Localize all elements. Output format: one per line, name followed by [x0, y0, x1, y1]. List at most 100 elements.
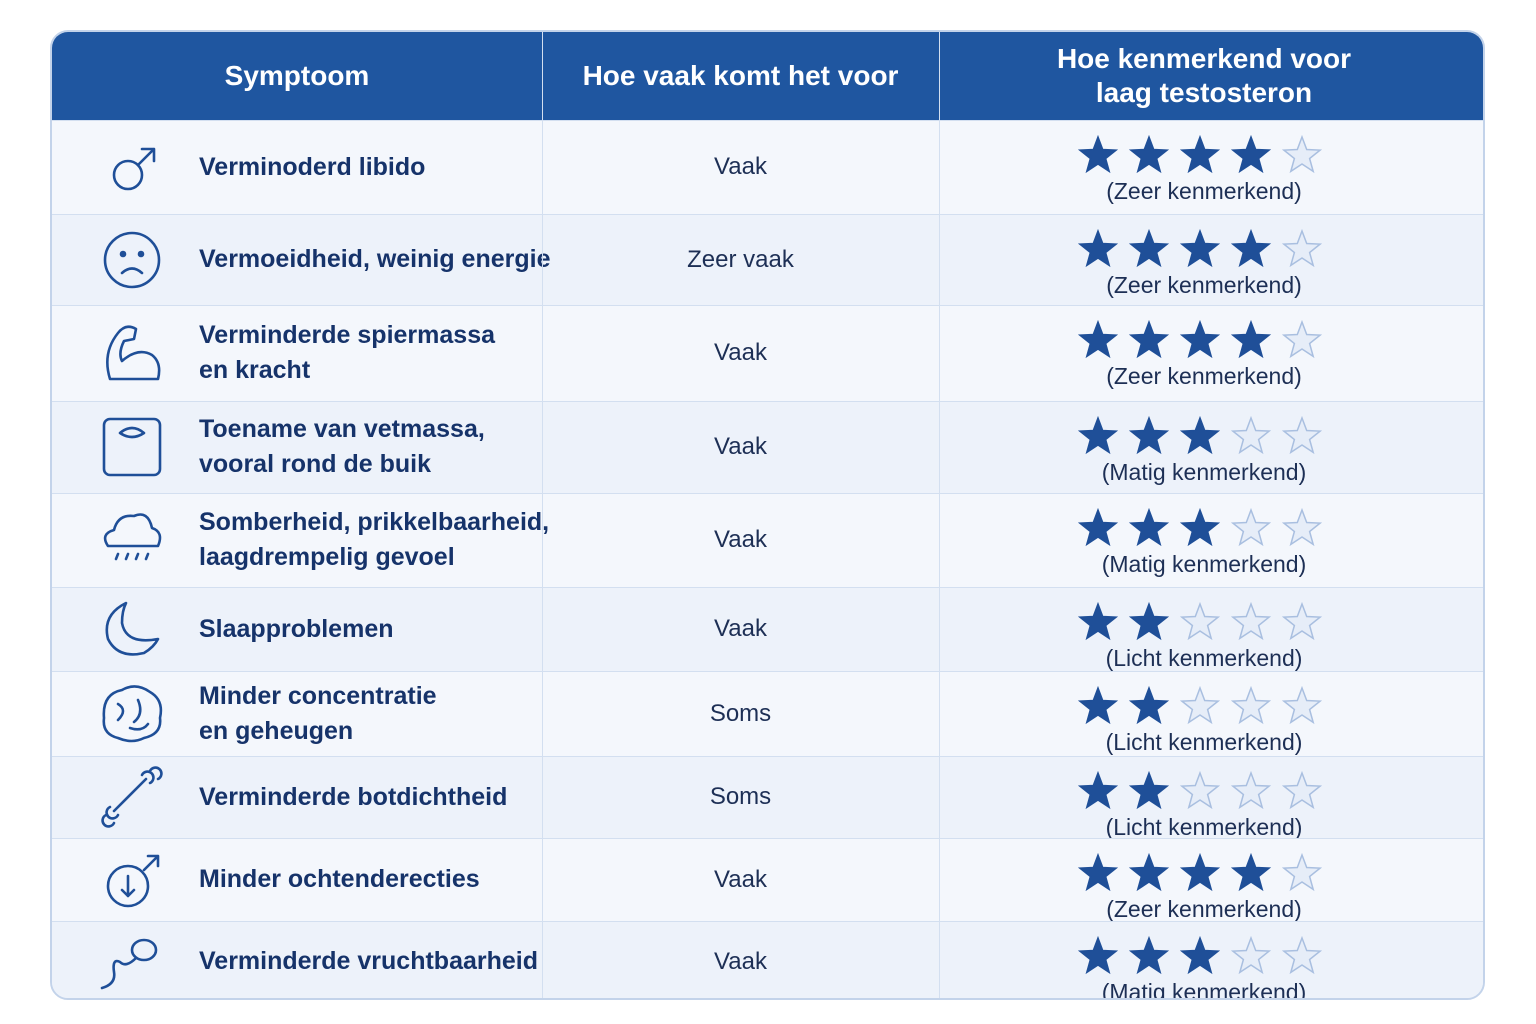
star-empty	[1281, 228, 1323, 268]
star-filled	[1179, 852, 1221, 892]
star-empty	[1230, 935, 1272, 975]
star-empty	[1230, 770, 1272, 810]
rating-label: (Matig kenmerkend)	[1101, 979, 1307, 1000]
frequency: Soms	[709, 783, 772, 810]
symptom-name: Verminderde botdichtheid	[199, 782, 508, 811]
star-filled	[1230, 319, 1272, 359]
star-empty	[1230, 601, 1272, 641]
star-filled	[1077, 685, 1119, 725]
header-symptom: Symptoom	[224, 60, 370, 91]
symptom-name: laagdrempelig gevoel	[199, 543, 455, 571]
frequency: Vaak	[714, 615, 767, 642]
rating-label: (Licht kenmerkend)	[1105, 729, 1303, 755]
star-filled	[1077, 228, 1119, 268]
star-empty	[1179, 685, 1221, 725]
star-filled	[1077, 134, 1119, 174]
star-filled	[1077, 770, 1119, 810]
symptom-name: Vermoeidheid, weinig energie	[199, 245, 551, 273]
rating-label: (Matig kenmerkend)	[1101, 459, 1307, 485]
header-bar	[52, 32, 1483, 120]
star-filled	[1230, 852, 1272, 892]
star-filled	[1128, 601, 1170, 641]
table: Symptoom Hoe vaak komt het voor Hoe kenmer…	[50, 30, 1485, 1000]
star-filled	[1128, 228, 1170, 268]
frequency: Vaak	[714, 947, 767, 975]
frequency: Vaak	[714, 153, 767, 180]
star-filled	[1128, 935, 1170, 975]
star-empty	[1281, 770, 1323, 810]
symptom-icon	[106, 854, 160, 907]
symptom-icon	[102, 684, 163, 742]
star-empty	[1230, 415, 1272, 455]
star-filled	[1128, 507, 1170, 547]
star-rating	[1077, 507, 1323, 547]
frequency: Vaak	[714, 865, 767, 893]
star-filled	[1230, 228, 1272, 268]
symptom-icon	[105, 601, 160, 656]
rating-label: (Licht kenmerkend)	[1105, 645, 1303, 671]
symptom-name: Toename van vetmassa,	[199, 415, 485, 443]
star-empty	[1281, 319, 1323, 359]
symptom-name: Verminderde spiermassa	[199, 321, 495, 349]
star-filled	[1077, 507, 1119, 547]
symptom-name: Minder ochtenderecties	[199, 865, 480, 893]
star-empty	[1281, 852, 1323, 892]
symptom-name: Verminoderd libido	[199, 152, 426, 181]
symptom-name: Somberheid, prikkelbaarheid,	[199, 508, 550, 536]
star-rating	[1077, 685, 1323, 725]
star-empty	[1179, 770, 1221, 810]
star-filled	[1230, 134, 1272, 174]
star-filled	[1077, 852, 1119, 892]
frequency: Vaak	[714, 526, 767, 553]
star-filled	[1077, 415, 1119, 455]
symptom-icon	[103, 513, 162, 561]
star-filled	[1077, 319, 1119, 359]
star-filled	[1179, 507, 1221, 547]
frequency: Zeer vaak	[687, 245, 794, 273]
star-rating	[1077, 134, 1323, 174]
star-filled	[1179, 134, 1221, 174]
star-empty	[1281, 601, 1323, 641]
symptom-name: en kracht	[199, 356, 311, 384]
rating-label: (Zeer kenmerkend)	[1106, 272, 1302, 298]
header-characteristic: laag testosteron	[1095, 77, 1313, 108]
star-rating	[1077, 228, 1323, 268]
star-filled	[1077, 935, 1119, 975]
column-divider	[542, 32, 543, 998]
symptom-name: en geheugen	[199, 716, 354, 745]
star-empty	[1281, 415, 1323, 455]
rating-label: (Matig kenmerkend)	[1101, 551, 1307, 577]
rating-label: (Licht kenmerkend)	[1105, 814, 1303, 840]
column-divider	[939, 32, 940, 998]
star-filled	[1179, 228, 1221, 268]
star-rating	[1077, 770, 1323, 810]
symptom-name: Minder concentratie	[199, 681, 437, 710]
header-frequency: Hoe vaak komt het voor	[582, 60, 899, 91]
star-filled	[1128, 415, 1170, 455]
symptom-name: vooral rond de buik	[199, 450, 431, 478]
star-empty	[1281, 134, 1323, 174]
header-characteristic: Hoe kenmerkend voor	[1056, 43, 1352, 74]
star-filled	[1179, 415, 1221, 455]
star-empty	[1179, 601, 1221, 641]
star-filled	[1179, 319, 1221, 359]
star-rating	[1077, 319, 1323, 359]
star-rating	[1077, 601, 1323, 641]
frequency: Soms	[709, 699, 772, 727]
star-filled	[1128, 770, 1170, 810]
rating-label: (Zeer kenmerkend)	[1106, 178, 1302, 204]
symptom-icon	[103, 231, 161, 288]
star-empty	[1281, 685, 1323, 725]
frequency: Vaak	[714, 339, 767, 366]
symptom-name: Verminderde vruchtbaarheid	[199, 947, 539, 975]
star-rating	[1077, 935, 1323, 975]
symptom-icon	[101, 766, 163, 828]
frequency: Vaak	[714, 433, 767, 460]
rating-label: (Zeer kenmerkend)	[1106, 363, 1302, 389]
rating-label: (Zeer kenmerkend)	[1106, 896, 1302, 922]
star-filled	[1128, 134, 1170, 174]
symptom-name: Slaapproblemen	[199, 614, 394, 643]
star-rating	[1077, 852, 1323, 892]
star-filled	[1128, 319, 1170, 359]
